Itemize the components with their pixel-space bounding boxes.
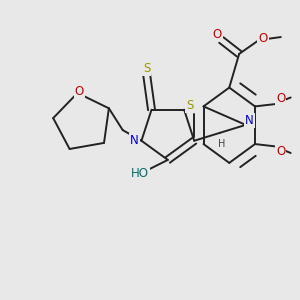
Text: O: O xyxy=(276,92,285,105)
Text: O: O xyxy=(276,146,285,158)
Text: S: S xyxy=(143,61,150,75)
Text: N: N xyxy=(130,134,139,147)
Text: O: O xyxy=(213,28,222,40)
Text: O: O xyxy=(75,85,84,98)
Text: HO: HO xyxy=(131,167,149,180)
Text: H: H xyxy=(218,139,226,149)
Text: N: N xyxy=(245,114,254,128)
Text: O: O xyxy=(258,32,268,44)
Text: S: S xyxy=(186,99,194,112)
